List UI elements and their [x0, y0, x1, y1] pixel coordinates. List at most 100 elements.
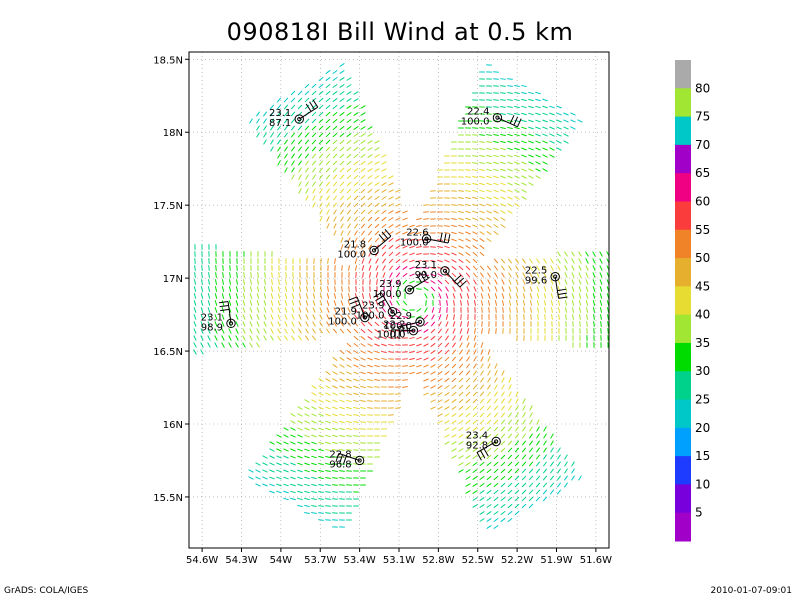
wind-vector	[500, 426, 506, 432]
wind-vector	[207, 335, 211, 341]
wind-vector	[332, 477, 338, 479]
wind-vector	[451, 448, 457, 452]
wind-vector	[458, 245, 464, 249]
wind-vector	[487, 286, 491, 292]
wind-vector	[290, 125, 296, 131]
lon-tick-label: 54W	[270, 555, 293, 566]
wind-vector	[222, 272, 224, 278]
wind-vector	[514, 91, 520, 95]
colorbar-box	[675, 399, 691, 429]
dropsonde-icon	[387, 306, 398, 317]
wind-vector	[256, 335, 260, 341]
wind-vector	[353, 91, 359, 95]
wind-vector	[269, 483, 275, 487]
wind-vector	[332, 90, 338, 96]
wind-vector	[228, 335, 232, 341]
wind-vector	[388, 244, 394, 250]
wind-vector	[409, 371, 415, 375]
wind-vector	[514, 175, 520, 179]
wind-vector	[479, 134, 485, 136]
wind-vector	[319, 314, 323, 320]
wind-vector	[304, 97, 310, 103]
wind-vector	[437, 363, 443, 369]
wind-vector	[585, 265, 589, 271]
wind-vector	[367, 336, 373, 340]
wind-vector	[557, 286, 561, 292]
wind-vector	[354, 314, 358, 320]
wind-vector	[558, 321, 560, 327]
wind-vector	[339, 153, 345, 159]
dropsonde-pressure: 87.1	[269, 118, 291, 129]
wind-vector	[458, 363, 464, 369]
wind-vector	[459, 293, 463, 299]
dropsonde-icon	[354, 455, 365, 466]
wind-vector	[325, 188, 331, 194]
wind-vector	[493, 447, 499, 453]
wind-vector	[479, 217, 485, 221]
wind-vector	[579, 314, 581, 320]
wind-vector	[346, 357, 352, 361]
wind-vector	[361, 244, 365, 250]
wind-vector	[255, 483, 261, 487]
wind-vector	[332, 427, 338, 431]
wind-vector	[465, 224, 471, 228]
wind-vector	[276, 111, 282, 117]
wind-vector	[537, 314, 539, 320]
wind-vector	[235, 307, 239, 313]
wind-vector	[472, 162, 478, 164]
wind-vector	[360, 167, 366, 173]
wind-vector	[395, 245, 401, 249]
wind-vector	[465, 210, 471, 214]
wind-vector	[374, 393, 380, 395]
wind-vector	[500, 503, 506, 509]
dropsonde-temperature: 23.9	[379, 279, 401, 290]
wind-vector	[514, 482, 520, 488]
colorbar-label: 30	[695, 364, 710, 378]
wind-vector	[500, 203, 506, 207]
wind-vector	[306, 279, 308, 285]
wind-vector	[458, 441, 464, 445]
wind-vector	[276, 469, 282, 473]
wind-vector	[472, 238, 478, 242]
wind-vector	[221, 300, 225, 306]
wind-barb-flag	[480, 450, 486, 459]
wind-vector	[479, 419, 485, 425]
wind-vector	[458, 462, 464, 466]
wind-barb-shaft	[338, 452, 360, 461]
wind-vector	[353, 421, 359, 423]
wind-vector	[367, 350, 373, 354]
wind-vector	[479, 210, 485, 214]
wind-vector	[347, 300, 351, 306]
wind-vector	[360, 126, 366, 130]
wind-vector	[320, 258, 322, 264]
wind-vector	[304, 139, 310, 145]
wind-vector	[592, 272, 596, 278]
wind-vector	[472, 398, 478, 404]
wind-vector	[514, 447, 520, 453]
wind-vector	[479, 440, 485, 446]
wind-vector	[374, 223, 380, 229]
wind-vector	[318, 448, 324, 452]
wind-vector	[290, 490, 296, 494]
wind-vector	[444, 420, 450, 424]
wind-vector	[297, 139, 303, 145]
wind-vector	[381, 182, 387, 186]
wind-vector	[221, 286, 225, 292]
wind-vector	[381, 329, 387, 333]
wind-vector	[388, 251, 394, 257]
colorbar-box	[675, 144, 691, 174]
wind-vector	[493, 510, 499, 516]
wind-vector	[367, 209, 373, 215]
wind-vector	[507, 196, 513, 200]
wind-vector	[465, 384, 471, 390]
wind-vector	[382, 279, 386, 285]
wind-vector	[311, 483, 317, 487]
wind-vector	[514, 182, 520, 186]
wind-vector	[459, 335, 463, 341]
wind-vector	[257, 272, 259, 278]
wind-vector	[535, 133, 541, 137]
wind-vector	[388, 203, 394, 207]
wind-vector	[493, 147, 499, 151]
wind-vector	[501, 293, 505, 299]
wind-vector	[458, 203, 464, 207]
